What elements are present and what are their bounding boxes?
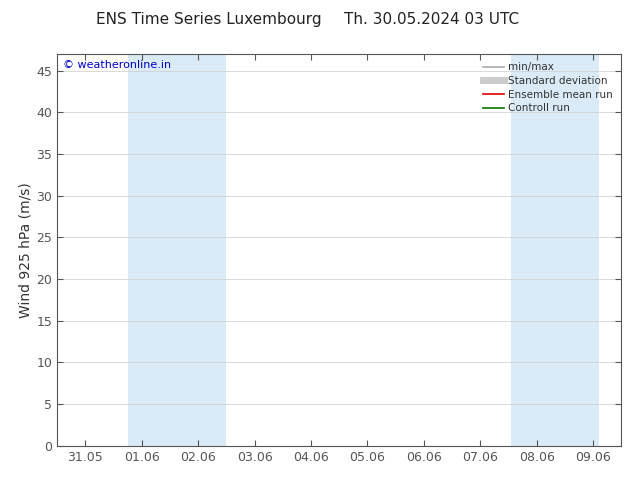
Text: © weatheronline.in: © weatheronline.in xyxy=(63,60,171,70)
Bar xyxy=(127,54,226,446)
Y-axis label: Wind 925 hPa (m/s): Wind 925 hPa (m/s) xyxy=(18,182,32,318)
Text: Th. 30.05.2024 03 UTC: Th. 30.05.2024 03 UTC xyxy=(344,12,519,27)
Bar xyxy=(511,54,598,446)
Text: ENS Time Series Luxembourg: ENS Time Series Luxembourg xyxy=(96,12,322,27)
Legend: min/max, Standard deviation, Ensemble mean run, Controll run: min/max, Standard deviation, Ensemble me… xyxy=(480,59,616,116)
